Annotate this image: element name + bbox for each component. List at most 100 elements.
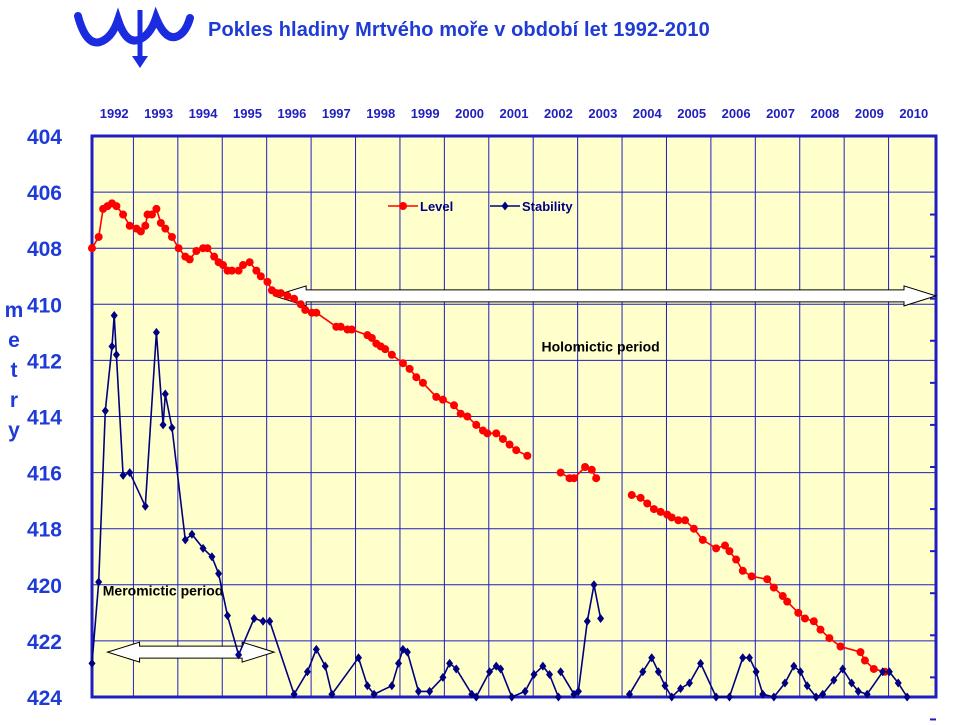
- level-point: [794, 608, 803, 617]
- stability-point: [839, 664, 847, 674]
- level-point: [312, 308, 321, 317]
- stability-point: [554, 692, 562, 702]
- stability-point: [590, 580, 598, 590]
- stability-point: [403, 647, 411, 657]
- stability-point: [312, 644, 320, 654]
- stability-point: [661, 681, 669, 691]
- holomictic-arrow: [272, 285, 938, 307]
- stability-point: [781, 678, 789, 688]
- level-point: [698, 535, 707, 544]
- stability-point: [290, 689, 298, 699]
- stability-point: [355, 653, 363, 663]
- y-axis-label-letter: y: [8, 419, 20, 442]
- level-legend-label: Level: [420, 199, 453, 214]
- meromictic-label: Meromictic period: [103, 582, 224, 598]
- level-point: [643, 499, 652, 508]
- x-tick-label: 2003: [588, 106, 617, 121]
- x-tick-label: 1993: [144, 106, 173, 121]
- stability-point: [321, 661, 329, 671]
- stability-point: [215, 569, 223, 579]
- stability-point: [486, 667, 494, 677]
- y-tick-label: 406: [27, 182, 62, 205]
- stability-point: [88, 658, 96, 668]
- level-point: [498, 434, 507, 443]
- stability-point: [223, 611, 231, 621]
- y-tick-label: 414: [27, 407, 62, 430]
- stability-point: [259, 616, 267, 626]
- stability-point: [370, 689, 378, 699]
- y-axis-label-letter: r: [9, 389, 19, 412]
- level-point: [192, 247, 201, 256]
- level-point: [674, 516, 683, 525]
- level-point: [456, 409, 465, 418]
- level-point: [656, 507, 665, 516]
- level-point: [136, 227, 145, 236]
- stability-point: [161, 389, 169, 399]
- level-point: [174, 244, 183, 253]
- stability-point: [797, 667, 805, 677]
- level-point: [869, 664, 878, 673]
- stability-point: [497, 664, 505, 674]
- stability-point: [697, 658, 705, 668]
- level-point: [816, 625, 825, 634]
- stability-point: [199, 543, 207, 553]
- level-point: [778, 592, 787, 601]
- stability-point: [885, 667, 893, 677]
- level-point: [667, 513, 676, 522]
- stability-point: [903, 692, 911, 702]
- x-tick-label: 2005: [677, 106, 706, 121]
- stability-point: [848, 678, 856, 688]
- x-tick-label: 2002: [544, 106, 573, 121]
- x-tick-label: 1998: [366, 106, 395, 121]
- stability-point: [521, 686, 529, 696]
- level-point: [185, 255, 194, 264]
- level-point: [627, 491, 636, 500]
- level-point: [483, 429, 492, 438]
- level-point: [587, 465, 596, 474]
- level-point: [856, 648, 865, 657]
- x-tick-label: 1992: [100, 106, 129, 121]
- level-point: [732, 555, 741, 564]
- stability-point: [426, 686, 434, 696]
- level-point: [283, 291, 292, 300]
- level-point: [167, 232, 176, 241]
- holomictic-label: Holomictic period: [542, 338, 660, 354]
- y-tick-label: 404: [27, 126, 62, 149]
- meromictic-arrow: [105, 641, 276, 663]
- level-point: [512, 446, 521, 455]
- stability-point: [739, 653, 747, 663]
- stability-point: [108, 341, 116, 351]
- level-point: [721, 541, 729, 550]
- level-point: [296, 300, 305, 309]
- stability-point: [250, 613, 258, 623]
- level-point: [636, 493, 645, 502]
- level-point: [203, 244, 212, 253]
- level-point: [301, 305, 310, 314]
- level-point: [112, 202, 121, 211]
- level-point: [141, 221, 150, 230]
- x-tick-label: 1996: [277, 106, 306, 121]
- stability-point: [328, 689, 336, 699]
- level-point: [783, 597, 792, 606]
- level-point: [147, 210, 156, 219]
- stability-point: [452, 664, 460, 674]
- stability-point: [830, 675, 838, 685]
- stability-point: [181, 535, 189, 545]
- level-point: [492, 429, 501, 438]
- level-point: [569, 474, 578, 483]
- level-point: [681, 516, 690, 525]
- stability-point: [472, 692, 480, 702]
- x-tick-label: 2001: [500, 106, 529, 121]
- x-tick-label: 2004: [633, 106, 663, 121]
- x-tick-label: 1995: [233, 106, 262, 121]
- stability-point: [546, 670, 554, 680]
- y-axis-label-letter: m: [4, 299, 24, 322]
- level-point: [418, 378, 427, 387]
- y-tick-label: 408: [27, 238, 62, 261]
- stability-point: [159, 420, 167, 430]
- stability-point: [439, 672, 447, 682]
- stability-point: [446, 658, 454, 668]
- x-tick-label: 1999: [411, 106, 440, 121]
- level-point: [800, 614, 809, 623]
- stability-point: [745, 653, 753, 663]
